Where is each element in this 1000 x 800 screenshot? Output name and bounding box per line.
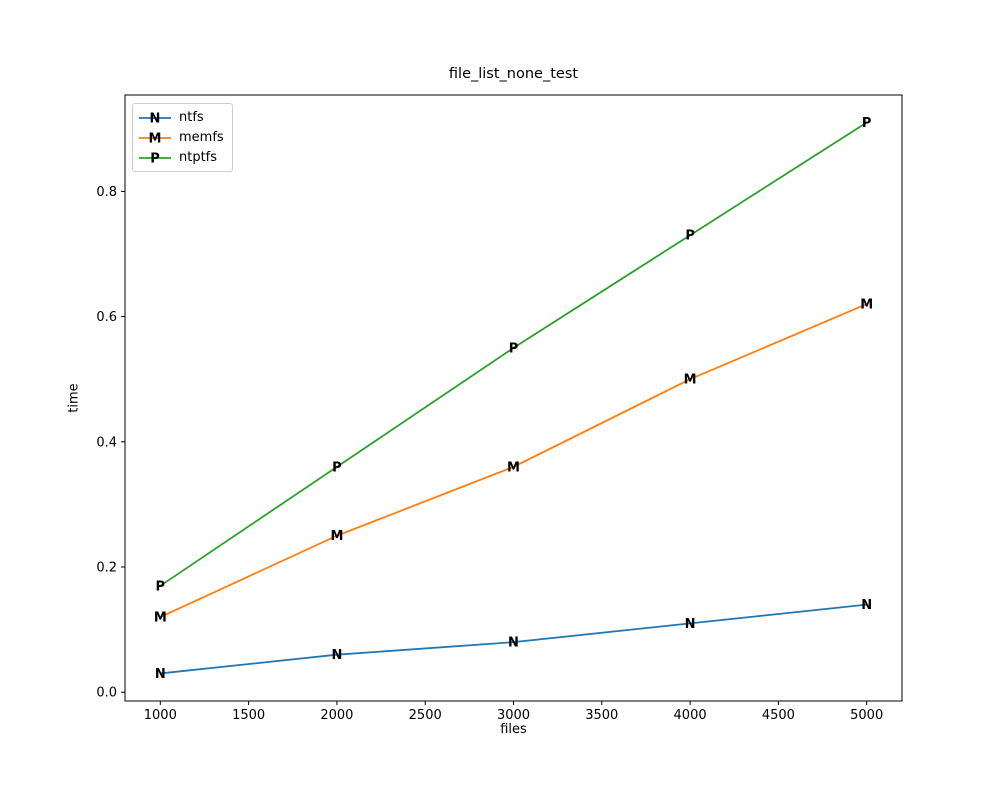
axes-spines — [124, 94, 903, 702]
legend-sample-line: N — [139, 111, 171, 126]
legend-marker-memfs: M — [149, 131, 162, 146]
series-marker-ntptfs: P — [685, 229, 695, 244]
series-line-ntptfs — [159, 121, 868, 587]
legend-sample-line: M — [139, 131, 171, 146]
series-marker-ntptfs: P — [509, 341, 519, 356]
legend-label-memfs: memfs — [179, 130, 224, 145]
series-marker-memfs: M — [154, 611, 167, 626]
x-tick-label: 2000 — [320, 708, 353, 723]
x-tick-label: 1000 — [144, 708, 177, 723]
x-tick-label: 1500 — [232, 708, 265, 723]
series-marker-ntfs: N — [685, 617, 696, 632]
chart-title: file_list_none_test — [448, 66, 579, 82]
legend-label-ntfs: ntfs — [179, 110, 204, 125]
series-marker-ntfs: N — [331, 648, 342, 663]
series-line-memfs — [159, 303, 868, 618]
series-marker-memfs: M — [860, 298, 873, 313]
x-tick-label: 3500 — [585, 708, 618, 723]
y-tick-label: 0.4 — [96, 435, 117, 450]
legend-marker-ntptfs: P — [150, 151, 160, 166]
series-marker-memfs: M — [330, 529, 343, 544]
x-tick-label: 3000 — [497, 708, 530, 723]
series-marker-ntptfs: P — [332, 460, 342, 475]
series-marker-ntptfs: P — [156, 579, 166, 594]
x-tick-label: 5000 — [850, 708, 883, 723]
series-marker-ntfs: N — [508, 636, 519, 651]
series-marker-ntfs: N — [155, 667, 166, 682]
legend-label-ntptfs: ntptfs — [179, 150, 218, 165]
x-tick-label: 4000 — [674, 708, 707, 723]
legend-marker-ntfs: N — [150, 111, 161, 126]
y-tick-label: 0.0 — [96, 686, 117, 701]
x-tick-label: 2500 — [409, 708, 442, 723]
series-marker-memfs: M — [507, 460, 520, 475]
y-tick-label: 0.6 — [96, 310, 117, 325]
series-marker-ntptfs: P — [862, 116, 872, 131]
x-axis-label: files — [500, 722, 527, 737]
series-line-ntfs — [160, 603, 867, 675]
x-tick-label: 4500 — [762, 708, 795, 723]
y-tick-label: 0.8 — [96, 185, 117, 200]
y-tick-label: 0.2 — [96, 561, 117, 576]
legend-sample-line: P — [139, 151, 171, 166]
y-axis-label: time — [66, 383, 82, 413]
series-marker-memfs: M — [684, 373, 697, 388]
series-marker-ntfs: N — [861, 598, 872, 613]
